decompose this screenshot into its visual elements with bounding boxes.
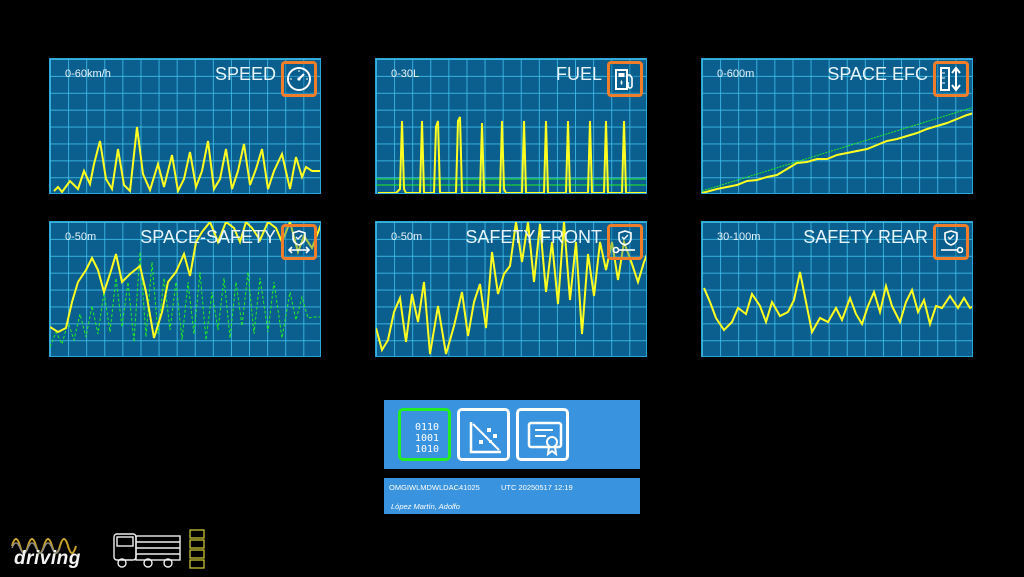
range-label: 30-100m [717,231,761,243]
fuel-pump-icon[interactable] [607,61,643,97]
certificate-button[interactable] [516,408,569,461]
panel-title: SPACE-SAFETY [140,227,276,247]
speed-panel: 0-60km/h SPEED [49,58,321,194]
fuel-panel: 0-30L FUEL [375,58,647,194]
binary-data-button[interactable]: 0110 1001 1010 [398,408,451,461]
panel-title: SPEED [214,64,276,84]
ruler-arrows-icon[interactable] [933,61,969,97]
space-safety-panel: 0-50m SPACE-SAFETY [49,221,321,357]
range-label: 0-60km/h [65,68,111,80]
safety-rear-plot [703,271,972,335]
scatter-analysis-button[interactable] [457,408,510,461]
panel-grid [702,59,972,193]
shield-rear-icon[interactable] [933,224,969,260]
certificate-icon [527,421,563,457]
fuel-plot [376,116,646,193]
svg-text:1001: 1001 [415,433,439,444]
panel-grid [50,222,320,356]
space-safety-plot [50,222,320,348]
range-label: 0-30L [391,68,420,80]
range-label: 0-600m [717,68,755,80]
safety-rear-panel: 30-100m SAFETY REAR [701,221,973,357]
panel-grid [702,222,972,356]
panel-title: SAFETY FRONT [465,227,602,247]
logo-text: driving [14,548,81,569]
shield-distance-icon[interactable] [281,224,317,260]
scatter-analysis-icon [469,422,501,454]
panel-title: FUEL [555,64,602,84]
gauge-icon[interactable] [281,61,317,97]
logo-graphic [11,529,205,569]
binary-data-icon: 0110 1001 1010 [415,422,439,455]
range-label: 0-50m [391,231,423,243]
range-label: 0-50m [65,231,97,243]
wave-driving-logo: driving [8,526,218,572]
space-efc-plot [702,107,972,193]
svg-text:0110: 0110 [415,422,439,433]
driver-name: López Martín, Adolfo [391,502,460,511]
shield-front-icon[interactable] [607,224,643,260]
trip-info-bar: OMGIWLMDWLDAC41025 UTC 20250517 12:19 Ló… [384,478,640,514]
safety-front-plot [376,222,646,355]
panel-title: SPACE EFC [827,64,928,84]
panel-title: SAFETY REAR [803,227,928,247]
trip-code: OMGIWLMDWLDAC41025 [389,483,480,492]
report-toolbar: 0110 1001 1010 [384,400,640,469]
timestamp: UTC 20250517 12:19 [501,483,573,492]
safety-front-panel: 0-50m SAFETY FRONT [375,221,647,357]
svg-text:1010: 1010 [415,444,439,455]
speed-plot [53,126,320,193]
space-efc-panel: 0-600m SPACE EFC [701,58,973,194]
